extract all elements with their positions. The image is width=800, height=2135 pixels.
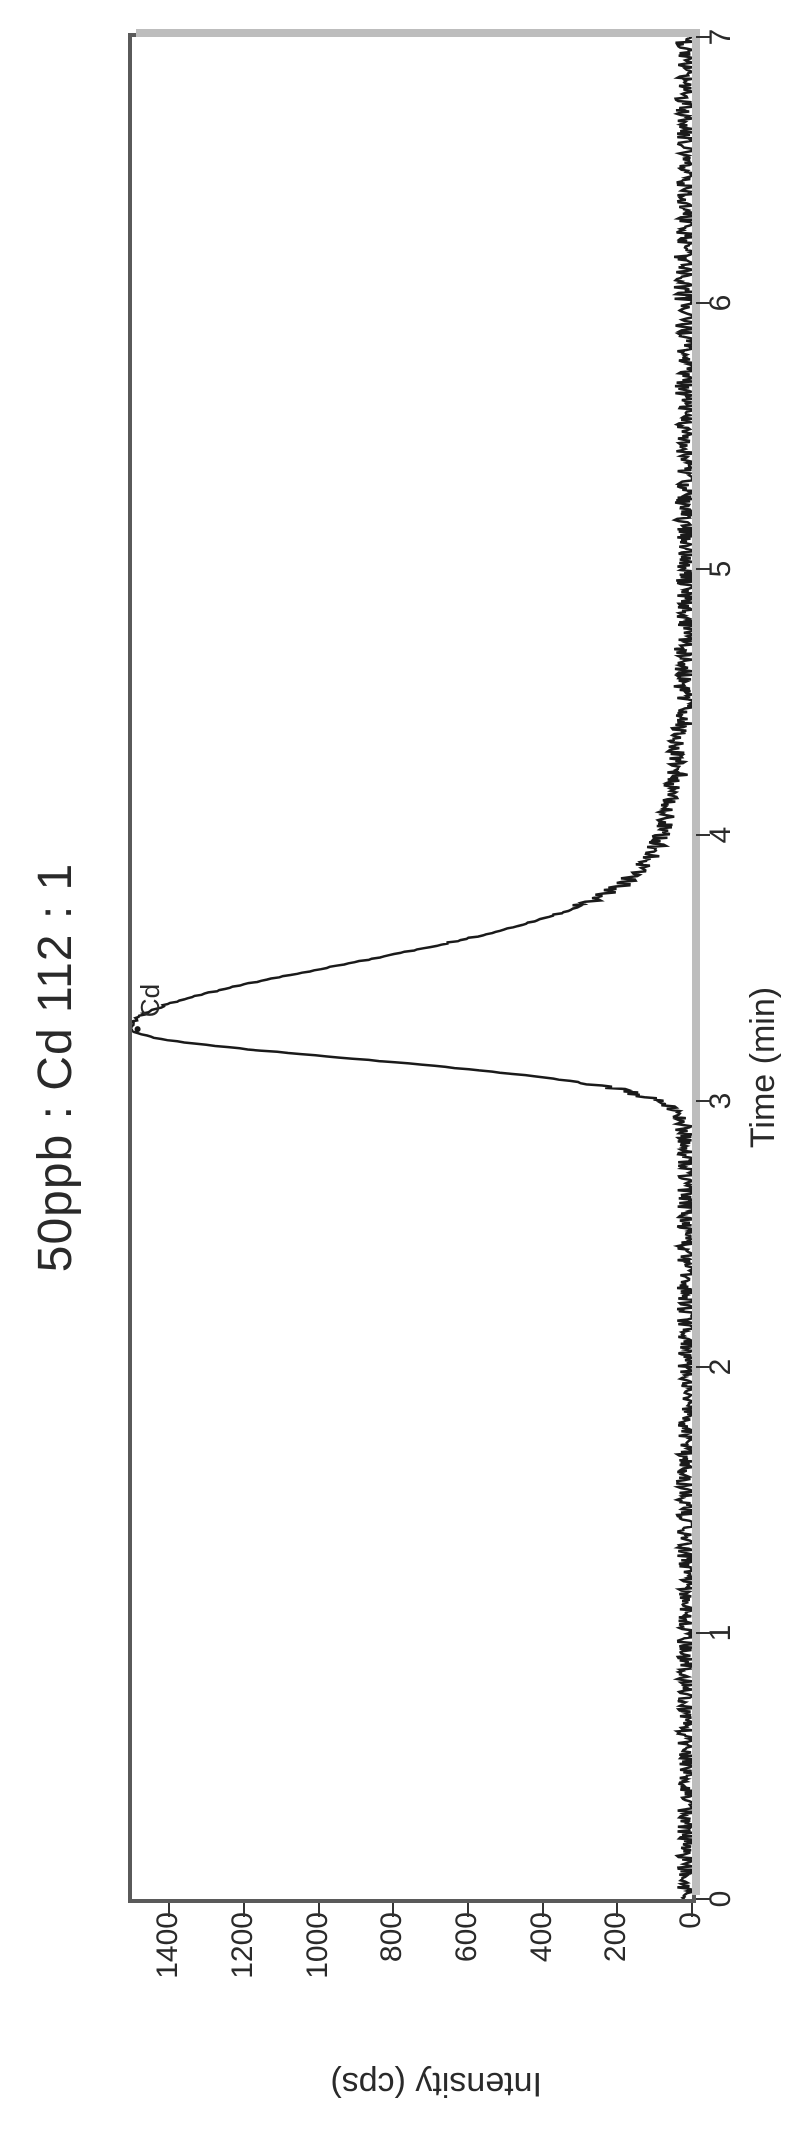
x-axis-label: Time (min) — [744, 0, 783, 2135]
x-tick-mark — [696, 36, 710, 38]
y-tick-mark — [467, 1903, 469, 1917]
y-tick-label: 0 — [674, 1912, 708, 2012]
page: 50ppb : Cd 112 : 1 50ppb: Cd 112: 1 Cd I… — [0, 0, 800, 2135]
y-tick-label: 800 — [375, 1912, 409, 2012]
y-tick-label: 1200 — [226, 1912, 260, 2012]
x-tick-mark — [696, 834, 710, 836]
chromatogram-chart: 50ppb : Cd 112 : 1 50ppb: Cd 112: 1 Cd I… — [0, 0, 800, 2135]
y-tick-mark — [168, 1903, 170, 1917]
x-tick-mark — [696, 568, 710, 570]
y-axis-label: Intensity (cps) — [330, 2064, 542, 2103]
y-tick-mark — [318, 1903, 320, 1917]
x-tick-mark — [696, 1366, 710, 1368]
y-tick-mark — [691, 1903, 693, 1917]
trace-line — [132, 37, 692, 1899]
y-tick-mark — [542, 1903, 544, 1917]
peak-label: Cd — [135, 984, 166, 1017]
peak-apex-marker — [135, 1026, 141, 1032]
x-tick-mark — [696, 1898, 710, 1900]
plot-frame — [128, 33, 696, 1903]
x-tick-mark — [696, 1100, 710, 1102]
x-tick-mark — [696, 302, 710, 304]
y-tick-label: 200 — [599, 1912, 633, 2012]
y-tick-label: 1000 — [301, 1912, 335, 2012]
chart-title: 50ppb : Cd 112 : 1 — [28, 0, 83, 2135]
y-tick-mark — [392, 1903, 394, 1917]
y-tick-label: 600 — [450, 1912, 484, 2012]
y-tick-label: 400 — [525, 1912, 559, 2012]
y-tick-label: 1400 — [151, 1912, 185, 2012]
plot-svg — [132, 37, 692, 1899]
y-tick-mark — [243, 1903, 245, 1917]
x-tick-mark — [696, 1632, 710, 1634]
y-tick-mark — [616, 1903, 618, 1917]
